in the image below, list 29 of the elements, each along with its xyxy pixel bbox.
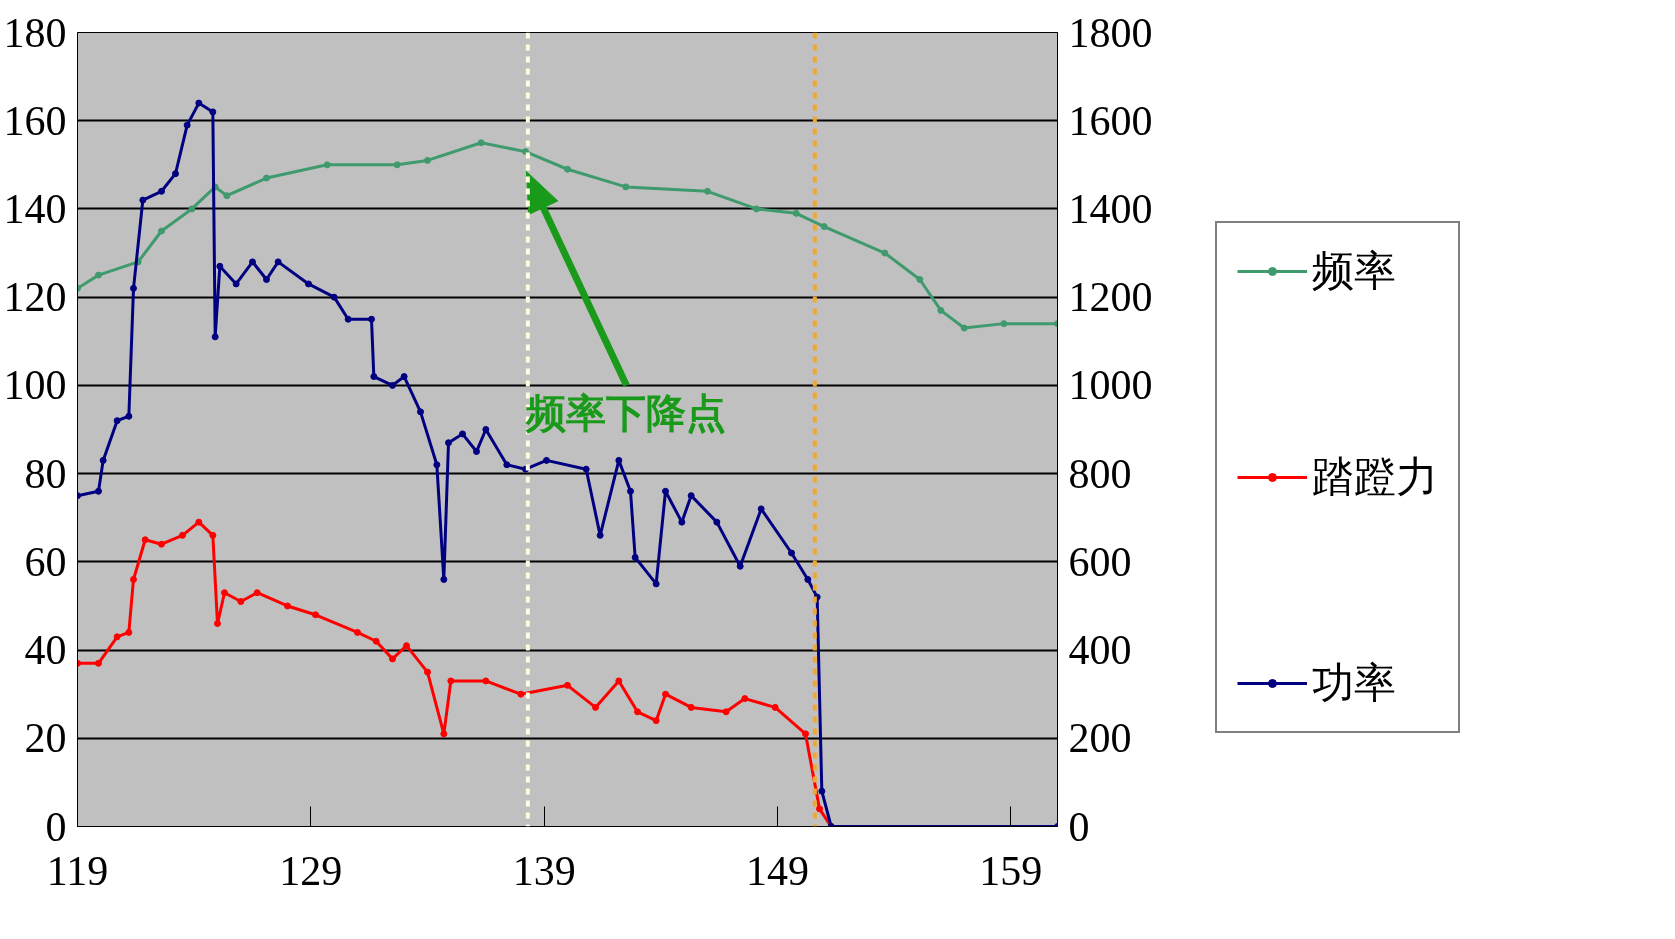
y-tick-label: 40 — [24, 627, 67, 674]
y-tick-label: 0 — [45, 803, 67, 850]
y2-tick-label: 1400 — [1068, 185, 1153, 232]
y-tick-label: 60 — [24, 538, 67, 585]
y2-tick-label: 1200 — [1068, 274, 1153, 321]
y-tick-label: 100 — [3, 362, 67, 409]
x-tick-label: 159 — [979, 847, 1043, 894]
y2-tick-label: 1600 — [1068, 97, 1153, 144]
y-tick-label: 80 — [24, 450, 67, 497]
y2-tick-label: 0 — [1068, 803, 1090, 850]
y-tick-label: 20 — [24, 715, 67, 762]
y2-tick-label: 1800 — [1068, 9, 1153, 56]
y-tick-label: 120 — [3, 274, 67, 321]
annotation: 频率下降点 — [525, 391, 727, 437]
legend-label: 频率 — [1312, 247, 1396, 296]
x-tick-label: 129 — [279, 847, 343, 894]
y2-tick-label: 600 — [1068, 538, 1132, 585]
y2-tick-label: 400 — [1068, 627, 1132, 674]
x-tick-label: 139 — [512, 847, 576, 894]
legend-label: 功率 — [1312, 659, 1396, 708]
y2-tick-label: 1000 — [1068, 362, 1153, 409]
y2-tick-label: 800 — [1068, 450, 1132, 497]
x-tick-label: 149 — [746, 847, 809, 894]
y-tick-label: 180 — [3, 9, 67, 56]
y-tick-label: 140 — [3, 185, 67, 232]
legend-label: 踏蹬力 — [1312, 453, 1438, 502]
y2-tick-label: 200 — [1068, 715, 1132, 762]
x-tick-label: 119 — [46, 847, 109, 894]
y-tick-label: 160 — [3, 97, 67, 144]
